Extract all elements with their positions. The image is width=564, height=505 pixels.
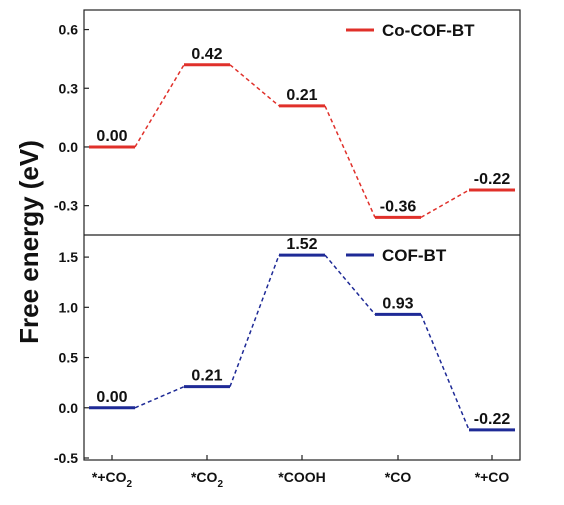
bottom-value-label: 0.21 xyxy=(191,368,222,385)
xtick-label: *CO xyxy=(385,469,412,485)
xtick-label: *CO2 xyxy=(191,469,223,490)
xtick-label: *+CO xyxy=(475,469,510,485)
bottom-connector-line xyxy=(420,314,470,431)
top-ytick-label: 0.3 xyxy=(59,80,79,96)
bottom-value-label: 0.93 xyxy=(382,295,413,312)
top-connector-line xyxy=(324,105,376,218)
bottom-legend-label: COF-BT xyxy=(382,246,447,265)
top-value-label: 0.21 xyxy=(286,87,317,104)
bottom-value-label: 1.52 xyxy=(286,236,317,253)
top-connector-line xyxy=(420,189,470,219)
xtick-label: *+CO2 xyxy=(92,469,133,490)
bottom-connector-line xyxy=(229,254,280,387)
top-value-label: -0.22 xyxy=(474,171,511,188)
bottom-connector-line xyxy=(134,385,185,409)
plot-area: -0.3 0.0 0.3 0.6 0.00 0.42 0.21 -0.36 -0.22 Co-CO… xyxy=(54,9,521,490)
top-ytick-label: 0.0 xyxy=(59,139,79,155)
y-axis-label: Free energy (eV) xyxy=(14,140,44,344)
top-ytick-label: -0.3 xyxy=(54,198,78,214)
top-value-label: 0.00 xyxy=(96,128,127,145)
bottom-ytick-label: 0.5 xyxy=(59,350,79,366)
bottom-ytick-label: 1.5 xyxy=(59,249,79,265)
bottom-ytick-label: 0.0 xyxy=(59,400,79,416)
top-legend-label: Co-COF-BT xyxy=(382,21,475,40)
top-connector-line xyxy=(229,64,280,107)
top-connector-line xyxy=(134,64,185,148)
bottom-value-label: 0.00 xyxy=(96,389,127,406)
top-ytick-label: 0.6 xyxy=(59,22,79,38)
top-value-label: 0.42 xyxy=(191,46,222,63)
xtick-label: *COOH xyxy=(278,469,325,485)
bottom-ytick-label: -0.5 xyxy=(54,450,78,466)
bottom-connector-line xyxy=(324,254,376,315)
top-value-label: -0.36 xyxy=(380,198,417,215)
bottom-value-label: -0.22 xyxy=(474,411,511,428)
bottom-ytick-label: 1.0 xyxy=(59,299,79,315)
